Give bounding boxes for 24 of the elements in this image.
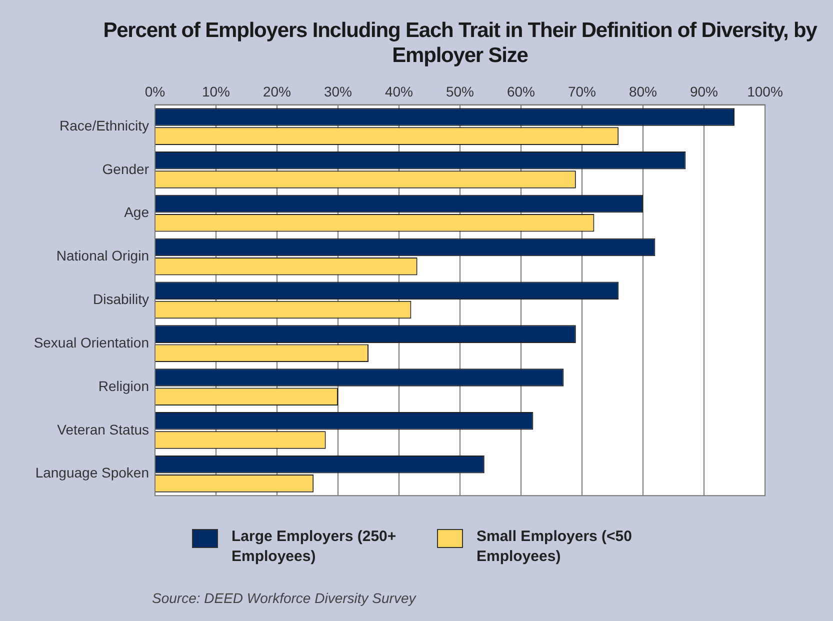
y-tick-label: Veteran Status — [57, 421, 149, 438]
x-tick-label: 30% — [324, 83, 352, 100]
y-tick-label: Gender — [102, 160, 150, 177]
x-tick-label: 80% — [628, 83, 658, 100]
y-tick-label: Religion — [98, 378, 149, 394]
x-tick-label: 0% — [144, 83, 166, 100]
y-tick-label: Disability — [92, 291, 149, 308]
x-tick-label: 70% — [568, 83, 596, 100]
legend-label: Small Employers (<50 Employees) — [476, 527, 633, 567]
x-tick-label: 40% — [384, 83, 414, 100]
source-note: Source: DEED Workforce Diversity Survey — [152, 590, 416, 606]
legend-label: Large Employers (250+ Employees) — [232, 527, 396, 567]
x-tick-label: 50% — [446, 83, 474, 100]
x-tick-label: 10% — [202, 83, 230, 100]
x-tick-label: 60% — [506, 83, 536, 100]
x-tick-label: 100% — [747, 83, 783, 100]
y-tick-label: Sexual Orientation — [34, 334, 149, 350]
y-tick-label: Language Spoken — [35, 464, 149, 481]
y-tick-label: Age — [124, 204, 150, 220]
x-tick-label: 90% — [690, 83, 718, 100]
chart-title: Percent of Employers Including Each Trait in Their Definition of Diversity, by Employer Size — [102, 18, 818, 68]
y-tick-label: National Origin — [56, 248, 149, 264]
y-tick-label: Race/Ethnicity — [60, 117, 149, 134]
x-tick-label: 20% — [262, 83, 292, 100]
